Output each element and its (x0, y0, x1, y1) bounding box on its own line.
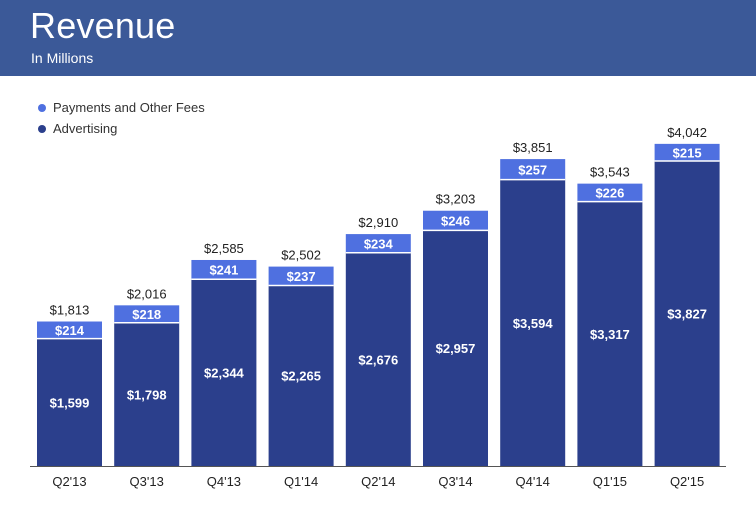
data-label-advertising: $3,594 (513, 316, 554, 331)
bar-advertising (37, 338, 102, 466)
data-label-payments: $257 (518, 162, 547, 177)
bar-advertising (114, 322, 180, 466)
legend-item-advertising: Advertising (38, 118, 205, 139)
data-label-advertising: $1,798 (127, 387, 167, 402)
data-label-total: $2,585 (204, 241, 244, 256)
bar-payments (345, 234, 411, 253)
data-label-total: $3,203 (436, 192, 476, 207)
bar-advertising (191, 279, 257, 466)
data-label-advertising: $3,317 (590, 327, 630, 342)
data-label-advertising: $2,957 (436, 341, 476, 356)
data-label-total: $4,042 (667, 125, 707, 140)
data-label-total: $2,502 (281, 248, 321, 263)
bar-advertising (577, 201, 643, 466)
data-label-payments: $226 (595, 186, 624, 201)
legend-label-payments: Payments and Other Fees (53, 100, 205, 115)
data-label-payments: $237 (287, 269, 316, 284)
bar-payments (114, 305, 180, 323)
data-label-payments: $214 (55, 323, 85, 338)
legend-dot-advertising (38, 124, 46, 133)
bar-payments (268, 266, 334, 286)
x-tick-label: Q2'14 (361, 474, 395, 489)
data-label-advertising: $2,676 (358, 352, 398, 367)
legend-label-advertising: Advertising (53, 121, 118, 136)
x-tick-label: Q3'14 (438, 474, 472, 489)
bar-advertising (500, 179, 566, 466)
data-label-total: $3,851 (513, 140, 553, 155)
x-tick-label: Q4'14 (516, 474, 550, 489)
bar-payments (37, 321, 102, 339)
bar-advertising (654, 161, 720, 466)
data-label-total: $2,910 (358, 215, 398, 230)
data-label-total: $1,813 (50, 303, 90, 318)
bar-payments (577, 183, 643, 202)
legend-item-payments: Payments and Other Fees (38, 97, 205, 118)
chart-title: Revenue (30, 5, 176, 46)
data-label-advertising: $1,599 (50, 395, 90, 410)
x-tick-label: Q2'15 (670, 474, 704, 489)
chart-header: Revenue In Millions (0, 0, 756, 76)
bar-payments (423, 210, 488, 231)
chart-legend: Payments and Other Fees Advertising (38, 97, 205, 139)
data-label-advertising: $3,827 (667, 307, 707, 322)
x-tick-label: Q4'13 (207, 474, 241, 489)
legend-dot-payments (38, 103, 46, 112)
data-label-payments: $215 (673, 145, 702, 160)
data-label-total: $3,543 (590, 165, 630, 180)
data-label-total: $2,016 (127, 286, 167, 301)
data-label-payments: $218 (132, 307, 161, 322)
bar-advertising (268, 285, 334, 466)
data-label-payments: $241 (209, 263, 238, 278)
data-label-payments: $234 (364, 236, 394, 251)
x-tick-label: Q1'14 (284, 474, 318, 489)
x-tick-label: Q3'13 (130, 474, 164, 489)
x-tick-label: Q1'15 (593, 474, 627, 489)
data-label-advertising: $2,265 (281, 369, 321, 384)
bar-advertising (423, 230, 488, 466)
chart-subtitle: In Millions (31, 50, 94, 66)
data-label-advertising: $2,344 (204, 366, 245, 381)
x-tick-label: Q2'13 (52, 474, 86, 489)
bar-payments (191, 259, 257, 280)
data-label-payments: $246 (441, 214, 470, 229)
bar-payments (500, 159, 566, 180)
bar-advertising (345, 252, 411, 466)
bar-payments (654, 143, 720, 161)
